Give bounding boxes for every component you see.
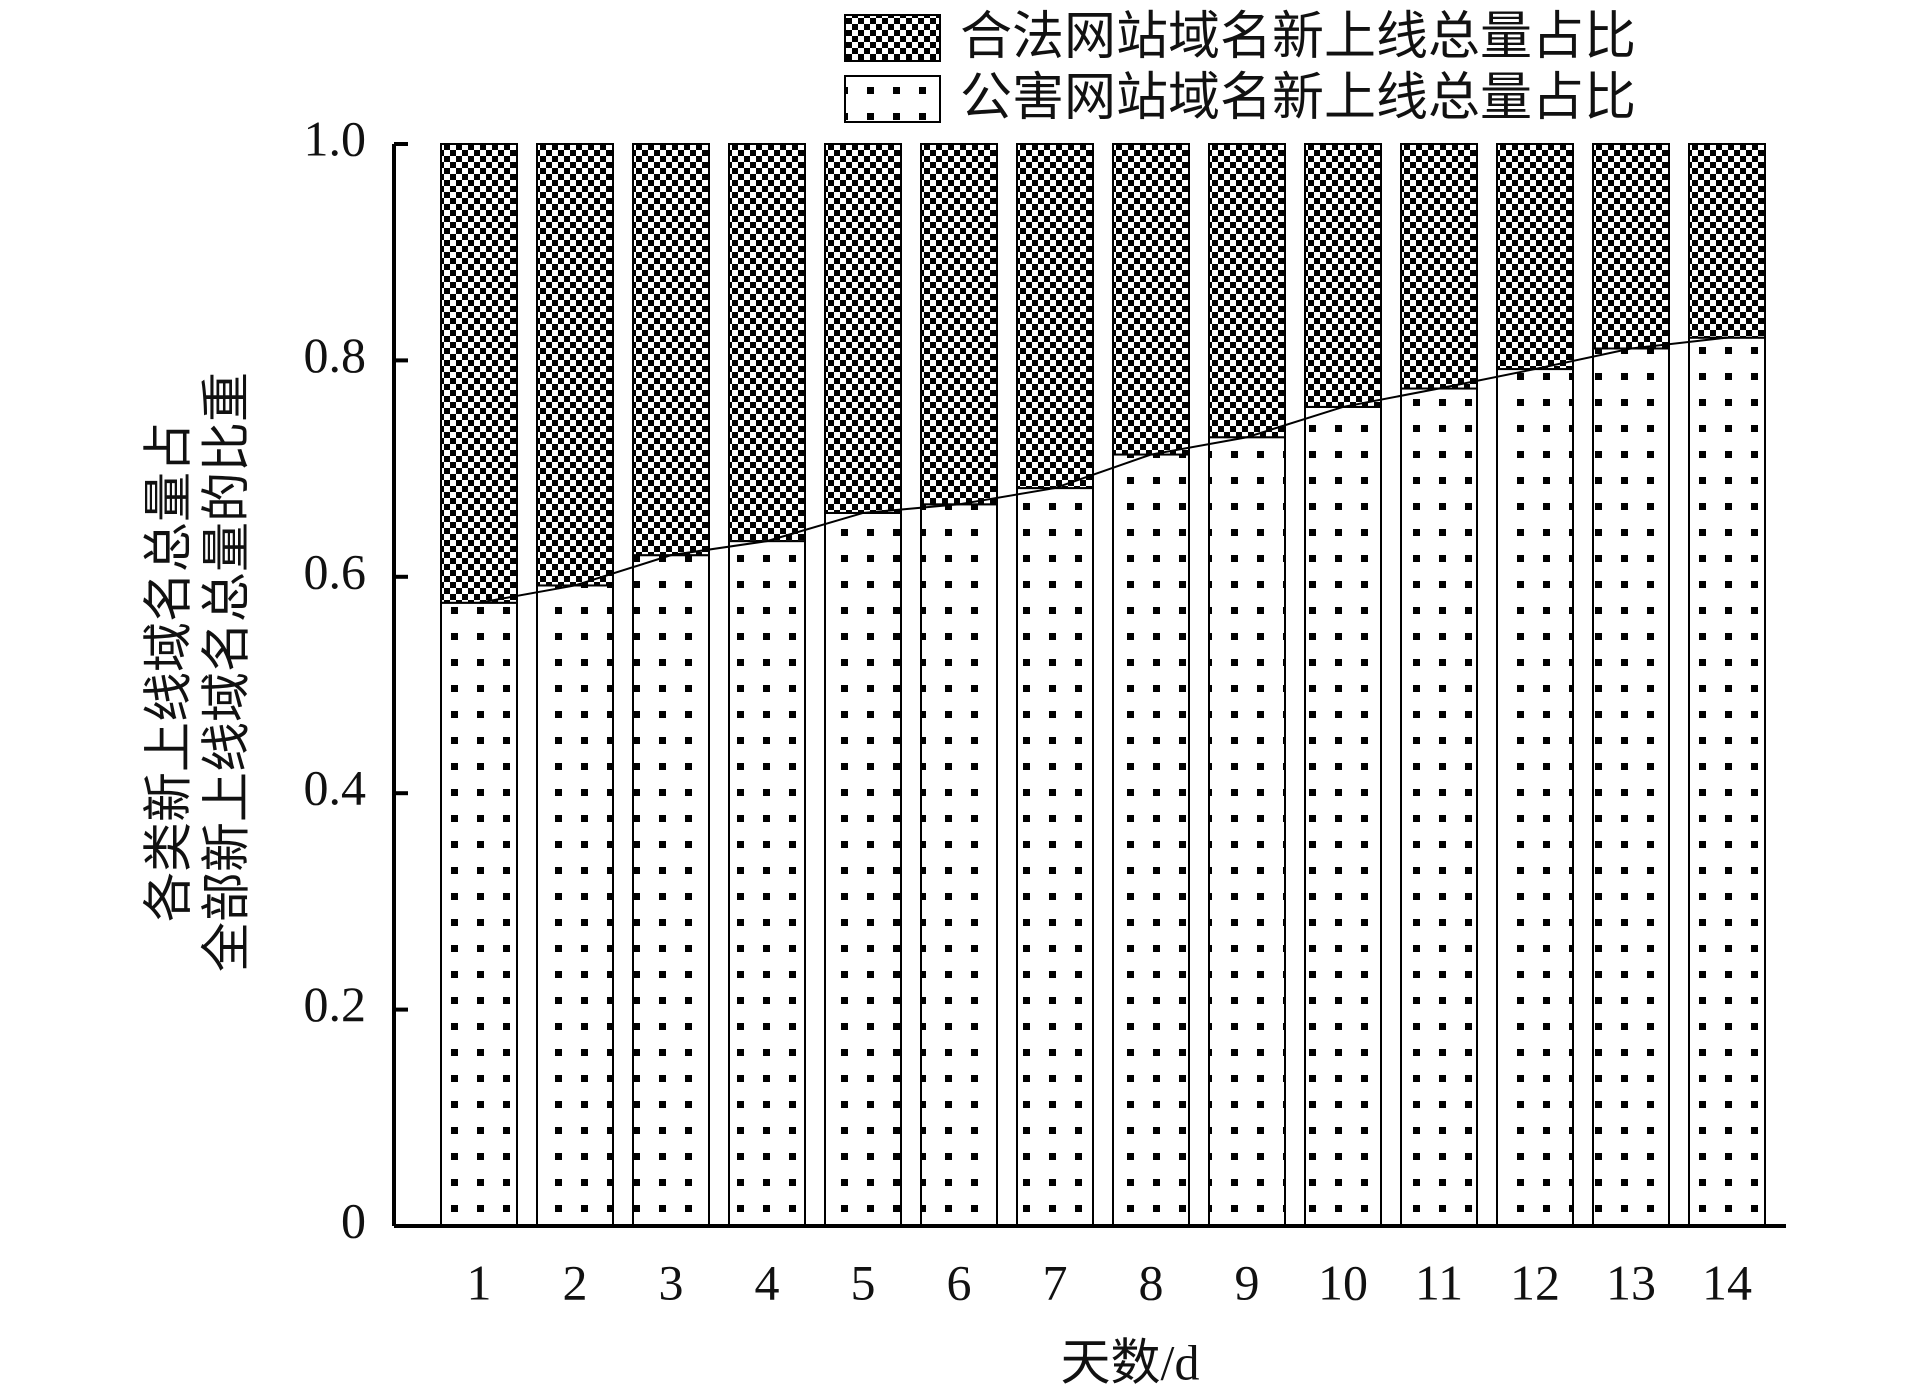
x-axis-title: 天数/d [1061,1334,1200,1390]
x-tick-label: 13 [1606,1254,1656,1310]
boundary-line [478,336,1728,604]
bar-segment [1112,453,1190,1227]
bar-segment [920,503,998,1227]
y-tick-label: 0.4 [304,760,367,816]
y-axis-title: 各类新上线域名总量占 [140,422,198,922]
x-tick-label: 2 [563,1254,588,1310]
bar-segment [1688,336,1766,1228]
bar-segment [1208,436,1286,1227]
bar-segment [1400,387,1478,1228]
bar-segment [1688,143,1766,339]
x-tick-label: 12 [1510,1254,1560,1310]
y-tick-label: 0.6 [304,543,367,599]
bar-segment [1592,143,1670,350]
bar-segment [1592,347,1670,1227]
y-tick-label: 0.2 [304,976,367,1032]
bar-segment [1208,143,1286,439]
x-tick-label: 9 [1235,1254,1260,1310]
x-tick-label: 4 [755,1254,780,1310]
bar-segment [1304,405,1382,1227]
legend-label: 合法网站域名新上线总量占比 [960,7,1636,67]
y-tick-label: 0 [341,1192,366,1248]
y-tick-label: 0.8 [304,327,367,383]
bar-segment [440,601,518,1227]
bar-segment [632,143,710,557]
bar-segment [1016,143,1094,490]
x-tick-label: 10 [1318,1254,1368,1310]
x-tick-label: 14 [1702,1254,1752,1310]
bar-segment [1016,487,1094,1227]
legend-label: 公害网站域名新上线总量占比 [960,68,1636,128]
bar-segment [1400,143,1478,390]
bar-segment [632,554,710,1227]
bar-segment [920,143,998,506]
x-tick-label: 3 [659,1254,684,1310]
legend-swatch [844,14,941,62]
x-tick-label: 1 [467,1254,492,1310]
bar-segment [1304,143,1382,408]
bar-segment [824,511,902,1227]
x-tick-label: 8 [1139,1254,1164,1310]
x-tick-label: 11 [1415,1254,1463,1310]
bar-segment [536,143,614,587]
bar-segment [536,584,614,1227]
bar-segment [1496,143,1574,371]
bar-segment [824,143,902,514]
bar-segment [1496,368,1574,1227]
legend-swatch [844,75,941,123]
x-tick-label: 5 [851,1254,876,1310]
y-axis-title: 全部新上线域名总量的比重 [198,372,256,972]
y-tick-label: 1.0 [304,110,367,166]
x-tick-label: 7 [1043,1254,1068,1310]
bar-segment [440,143,518,604]
bar-segment [1112,143,1190,456]
bar-segment [728,540,806,1227]
bar-segment [728,143,806,543]
x-tick-label: 6 [947,1254,972,1310]
